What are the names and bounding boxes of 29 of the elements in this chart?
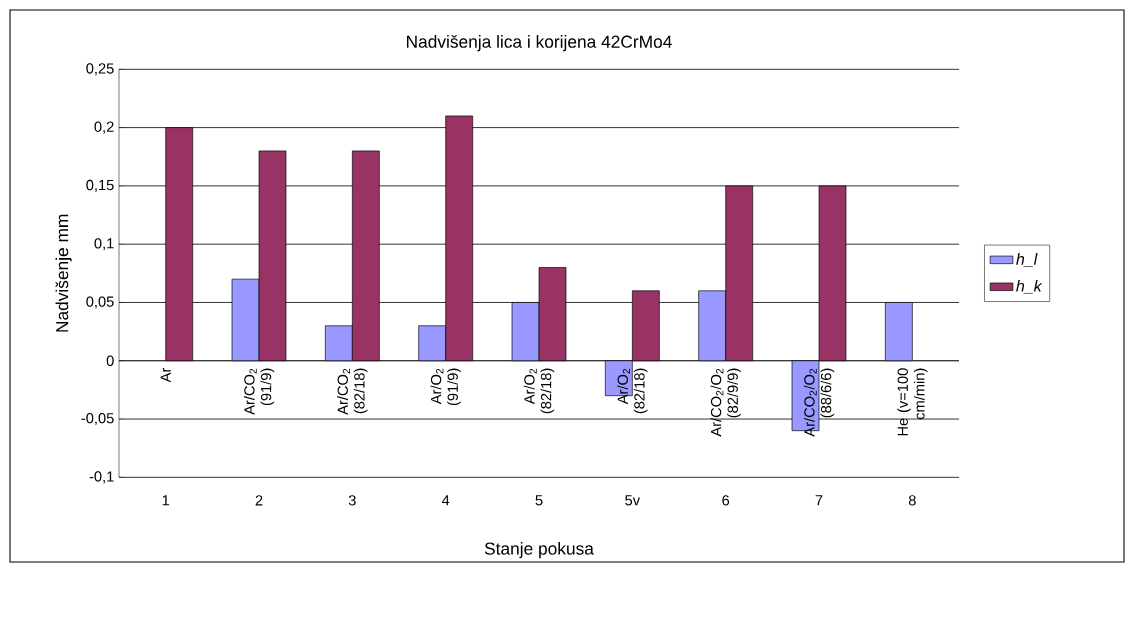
x-tick-label: 5 <box>535 495 543 506</box>
y-tick-label: 0,05 <box>86 296 114 309</box>
annotation: Ar/O$_{2}$ (82/18) <box>617 368 648 414</box>
x-tick-label: 7 <box>815 495 823 506</box>
y-tick-label: 0,25 <box>86 63 114 76</box>
x-tick-label: 4 <box>441 495 450 506</box>
x-tick-label: 2 <box>255 495 263 506</box>
legend-label: h_k <box>1016 280 1043 294</box>
y-axis-title: Nadvišenje mm <box>55 214 72 332</box>
y-tick-label: 0,2 <box>94 121 114 134</box>
x-tick-label: 8 <box>908 495 916 506</box>
x-tick-label: 6 <box>722 495 730 506</box>
y-tick-label: 0 <box>106 355 114 366</box>
x-tick-label: 1 <box>162 495 170 506</box>
x-axis-title: Stanje pokusa <box>484 542 594 559</box>
legend-label: h_l <box>1016 253 1038 267</box>
annotation: Ar/CO$_{2}$ (82/18) <box>337 368 368 415</box>
annotation: Ar <box>160 367 171 383</box>
y-tick-label: -0,05 <box>81 413 114 426</box>
y-tick-label: 0,15 <box>86 179 114 192</box>
annotation: He (v=100 cm/min) <box>897 368 928 436</box>
y-tick-label: 0,1 <box>94 238 114 251</box>
annotation: Ar/O$_{2}$ (91/9) <box>430 368 461 406</box>
annotation: Ar/CO$_{2}$ (91/9) <box>243 368 275 415</box>
chart-title: Nadvišenja lica i korijena 42CrMo4 <box>407 35 672 52</box>
x-tick-label: 5v <box>625 495 641 506</box>
y-tick-label: -0,1 <box>89 471 114 484</box>
annotation: Ar/O$_{2}$ (82/18) <box>523 368 555 414</box>
x-tick-label: 3 <box>348 495 356 506</box>
